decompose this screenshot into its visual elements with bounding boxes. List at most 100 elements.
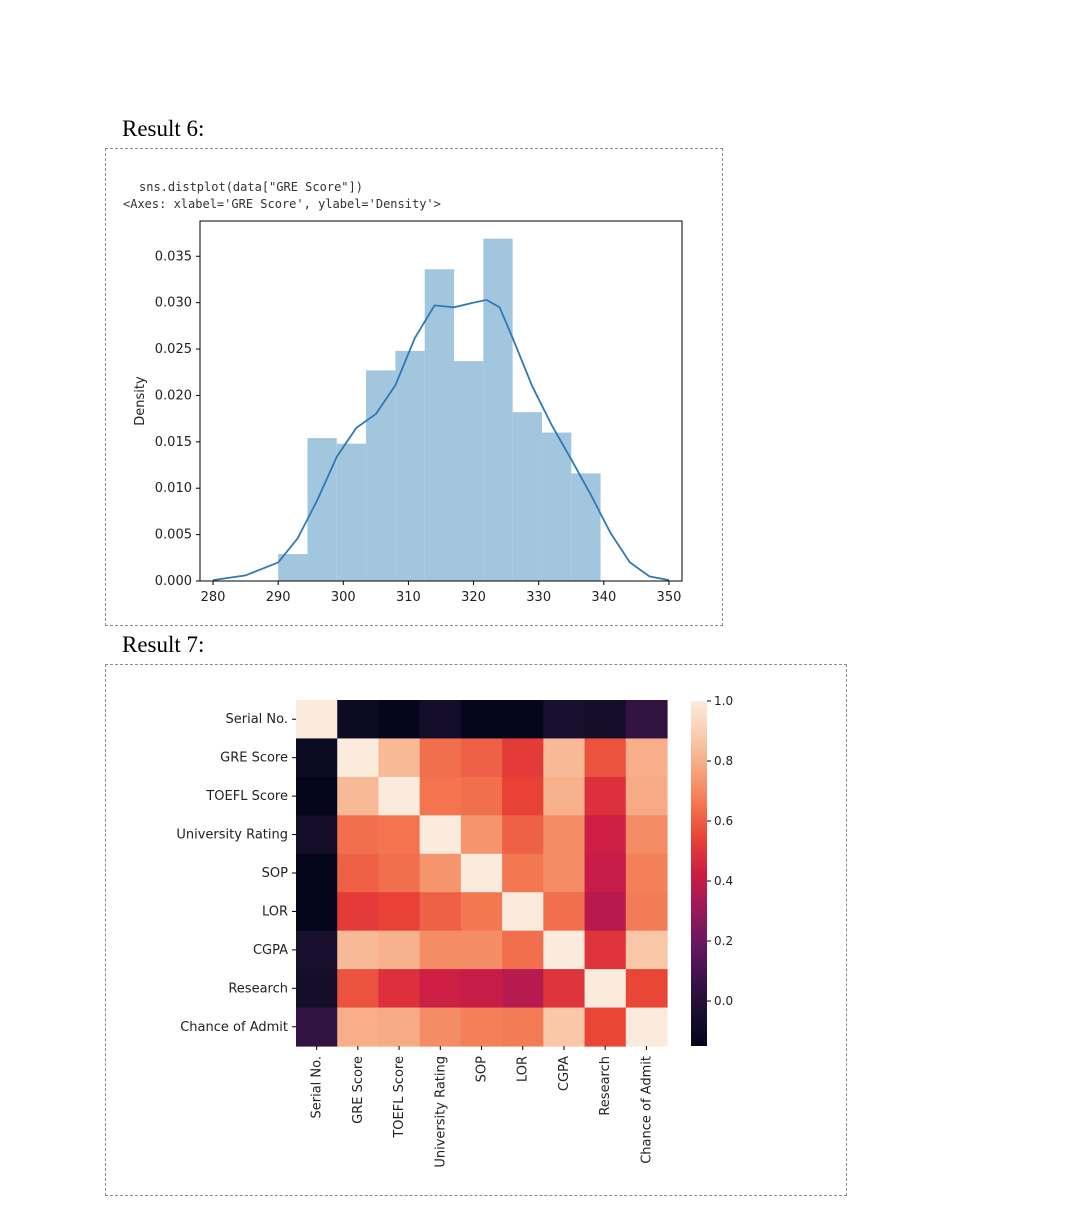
y-tick-label: 0.015 [155, 435, 192, 450]
heatmap-cell [378, 815, 421, 855]
heatmap-cell [337, 700, 380, 740]
heatmap-cell [543, 700, 586, 740]
y-tick-label: 0.030 [155, 296, 192, 311]
x-tick-label: 310 [396, 590, 421, 605]
heatmap-cell [378, 700, 421, 740]
heatmap-cell [502, 892, 544, 932]
heatmap-cell [378, 969, 421, 1009]
heatmap-row-label: GRE Score [220, 751, 288, 766]
x-tick-label: 290 [266, 590, 291, 605]
heatmap-cell [337, 776, 380, 816]
heatmap-cell [296, 815, 338, 855]
heatmap-cell [543, 815, 586, 855]
heatmap-column-label: TOEFL Score [392, 1056, 407, 1139]
heatmap-column-label: LOR [516, 1056, 531, 1082]
y-tick-label: 0.000 [155, 574, 192, 589]
histogram-bar [571, 473, 601, 581]
heatmap-cell [543, 853, 586, 893]
colorbar-tick-label: 0.8 [714, 754, 733, 768]
heatmap-cell [502, 930, 544, 970]
x-tick-label: 280 [201, 590, 226, 605]
heatmap-cell [337, 815, 380, 855]
heatmap-cell [543, 776, 586, 816]
heatmap-cell [584, 776, 627, 816]
colorbar [691, 701, 707, 1046]
heatmap-cell [460, 930, 503, 970]
result-7-title: Result 7: [122, 632, 205, 657]
heatmap-cell [625, 1007, 668, 1047]
y-tick-label: 0.010 [155, 481, 192, 496]
result-6-box: sns.distplot(data["GRE Score"]) <Axes: x… [105, 148, 723, 626]
heatmap-cell [584, 930, 627, 970]
y-axis-label: Density [133, 376, 148, 426]
heatmap-column-label: University Rating [433, 1056, 448, 1168]
heatmap-cell [296, 853, 338, 893]
heatmap-column-label: Research [598, 1056, 613, 1116]
colorbar-tick-label: 0.2 [714, 934, 733, 948]
heatmap-cell [419, 738, 462, 778]
heatmap-cell [625, 700, 668, 740]
heatmap-cell [419, 1007, 462, 1047]
heatmap-cell [296, 1007, 338, 1047]
histogram-bar [483, 238, 513, 582]
heatmap-cell [337, 892, 380, 932]
heatmap-row-label: LOR [262, 904, 288, 919]
histogram-bar [454, 361, 484, 581]
heatmap-cell [337, 738, 380, 778]
heatmap-row-label: Serial No. [226, 712, 289, 727]
heatmap-cell [378, 930, 421, 970]
histogram-bar [395, 350, 425, 581]
plot-frame [199, 220, 683, 582]
heatmap-cell [296, 969, 338, 1009]
heatmap-column-label: Chance of Admit [639, 1056, 654, 1164]
heatmap-cell [419, 892, 462, 932]
x-tick-label: 340 [591, 590, 616, 605]
colorbar-tick-label: 0.4 [714, 874, 733, 888]
heatmap-cell [419, 930, 462, 970]
y-tick-label: 0.020 [155, 388, 192, 403]
heatmap-cell [378, 892, 421, 932]
distplot-chart: 280 290 300 310 320 330 340 350 0.000 0.005 0.010… [133, 220, 683, 605]
heatmap-cell [460, 776, 503, 816]
heatmap-cell [502, 853, 544, 893]
heatmap-cell [296, 738, 338, 778]
heatmap-column-label: Serial No. [310, 1056, 325, 1119]
heatmap-row-label: Chance of Admit [180, 1020, 288, 1035]
heatmap-cell [584, 738, 627, 778]
heatmap-cell [625, 969, 668, 1009]
heatmap-cell [460, 1007, 503, 1047]
heatmap-cell [419, 700, 462, 740]
heatmap-cell [625, 930, 668, 970]
histogram-bar [512, 412, 542, 581]
heatmap-cell [625, 853, 668, 893]
heatmap-cell [625, 815, 668, 855]
result-6-title: Result 6: [122, 116, 205, 141]
heatmap-row-label: University Rating [176, 828, 288, 843]
code-output: <Axes: xlabel='GRE Score', ylabel='Densi… [123, 197, 441, 211]
heatmap-cell [502, 1007, 544, 1047]
heatmap-cell [419, 815, 462, 855]
heatmap-cell [378, 776, 421, 816]
heatmap-row-label: Research [228, 981, 288, 996]
histogram-bar [278, 554, 308, 581]
heatmap-cell [584, 1007, 627, 1047]
heatmap-cell [460, 700, 503, 740]
heatmap-cell [584, 700, 627, 740]
heatmap-cell [460, 738, 503, 778]
heatmap-cell [543, 930, 586, 970]
heatmap-cell [296, 700, 338, 740]
heatmap-column-label: CGPA [557, 1056, 572, 1091]
heatmap-cell [543, 738, 586, 778]
heatmap-cell [625, 892, 668, 932]
heatmap-cell [460, 815, 503, 855]
code-input: sns.distplot(data["GRE Score"]) [139, 180, 363, 194]
heatmap-cell [337, 930, 380, 970]
x-tick-label: 320 [461, 590, 486, 605]
y-tick-label: 0.035 [155, 249, 192, 264]
heatmap-cell [543, 1007, 586, 1047]
result-7-box [105, 664, 847, 1196]
heatmap-cell [378, 1007, 421, 1047]
heatmap-cell [337, 853, 380, 893]
heatmap-cell [419, 853, 462, 893]
